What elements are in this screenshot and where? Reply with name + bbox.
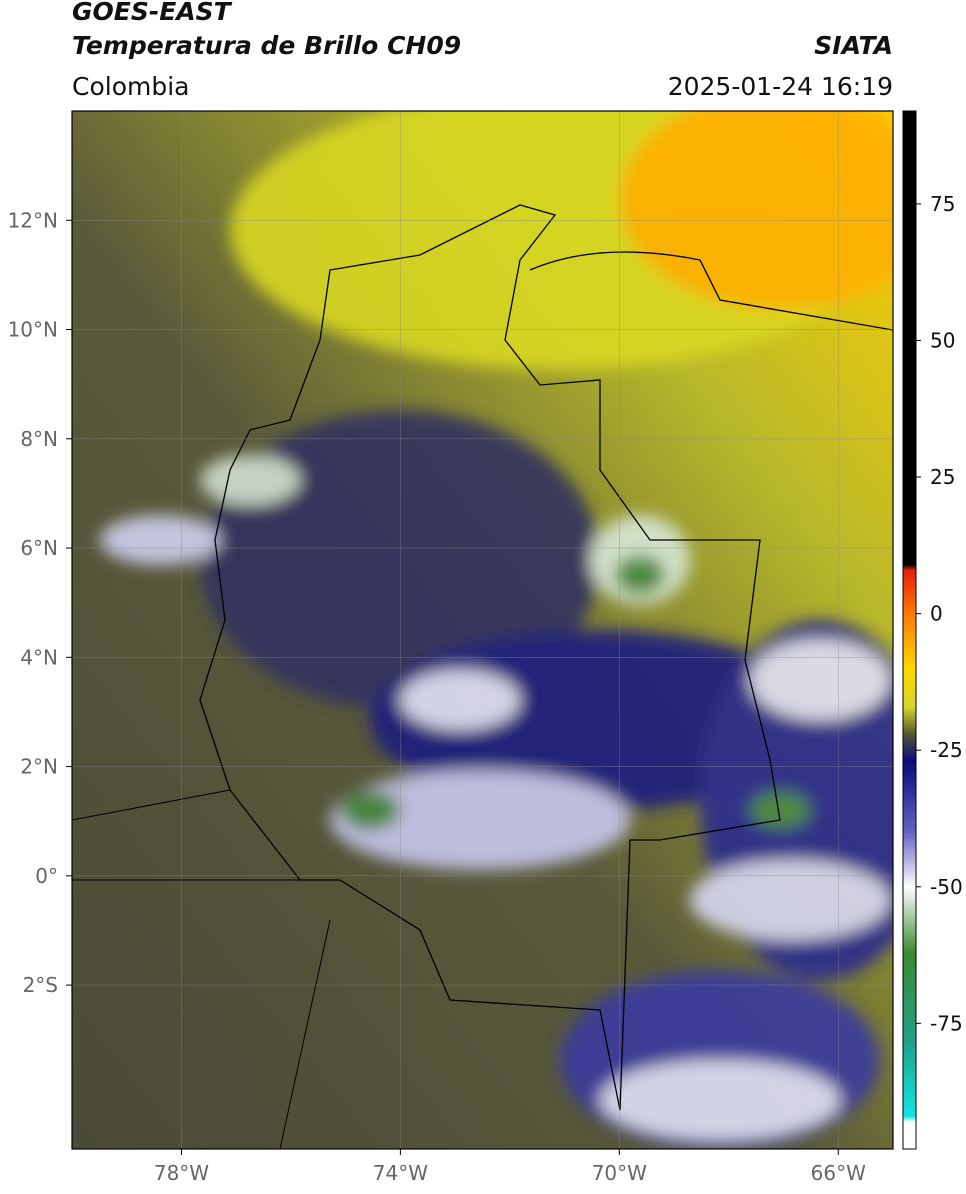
y-tick-label: 10°N <box>8 318 58 342</box>
y-tick-label: 8°N <box>20 427 58 451</box>
colorbar-segment <box>903 613 916 669</box>
colorbar-segment <box>903 569 916 615</box>
subtitle: Temperatura de Brillo CH09 <box>72 31 461 60</box>
y-tick-label: 2°N <box>20 755 58 779</box>
y-tick-label: 12°N <box>8 208 58 232</box>
colorbar-tick-label: -75 <box>930 1011 963 1035</box>
colorbar-segment <box>903 668 916 707</box>
colorbar-segment <box>903 706 916 735</box>
colorbar-segment <box>903 761 916 833</box>
satellite-image <box>72 111 893 1149</box>
colorbar-tick-label: 0 <box>930 602 943 626</box>
colorbar-tick-label: -25 <box>930 738 963 762</box>
x-tick-label: 66°W <box>811 1161 866 1185</box>
x-tick-label: 70°W <box>592 1161 647 1185</box>
x-tick-label: 74°W <box>373 1161 428 1185</box>
grid <box>72 111 893 1149</box>
colorbar-segment <box>903 952 916 1041</box>
y-tick-label: 6°N <box>20 536 58 560</box>
map-frame <box>71 110 894 1150</box>
colorbar-segment <box>903 733 916 762</box>
colorbar-tick-label: 50 <box>930 328 955 352</box>
colorbar-tick-label: 25 <box>930 465 955 489</box>
colorbar <box>903 111 916 1150</box>
colorbar-tick-label: 75 <box>930 192 955 216</box>
y-tick-label: 4°N <box>20 645 58 669</box>
source: SIATA <box>814 31 893 60</box>
colorbar-tick-label: -50 <box>930 875 963 899</box>
colorbar-segment <box>903 1121 916 1150</box>
colorbar-segment <box>903 832 916 888</box>
datetime: 2025-01-24 16:19 <box>668 72 893 101</box>
y-tick-label: 2°S <box>23 973 58 997</box>
colorbar-segment <box>903 564 916 571</box>
colorbar-segment <box>903 886 916 953</box>
colorbar-segment <box>903 1039 916 1117</box>
x-tick-label: 78°W <box>154 1161 209 1185</box>
title: GOES-EAST <box>72 0 233 26</box>
region: Colombia <box>72 72 189 101</box>
colorbar-segment <box>903 1116 916 1123</box>
colorbar-frame <box>902 110 917 1150</box>
colorbar-segment <box>903 111 916 565</box>
y-tick-label: 0° <box>35 864 58 888</box>
